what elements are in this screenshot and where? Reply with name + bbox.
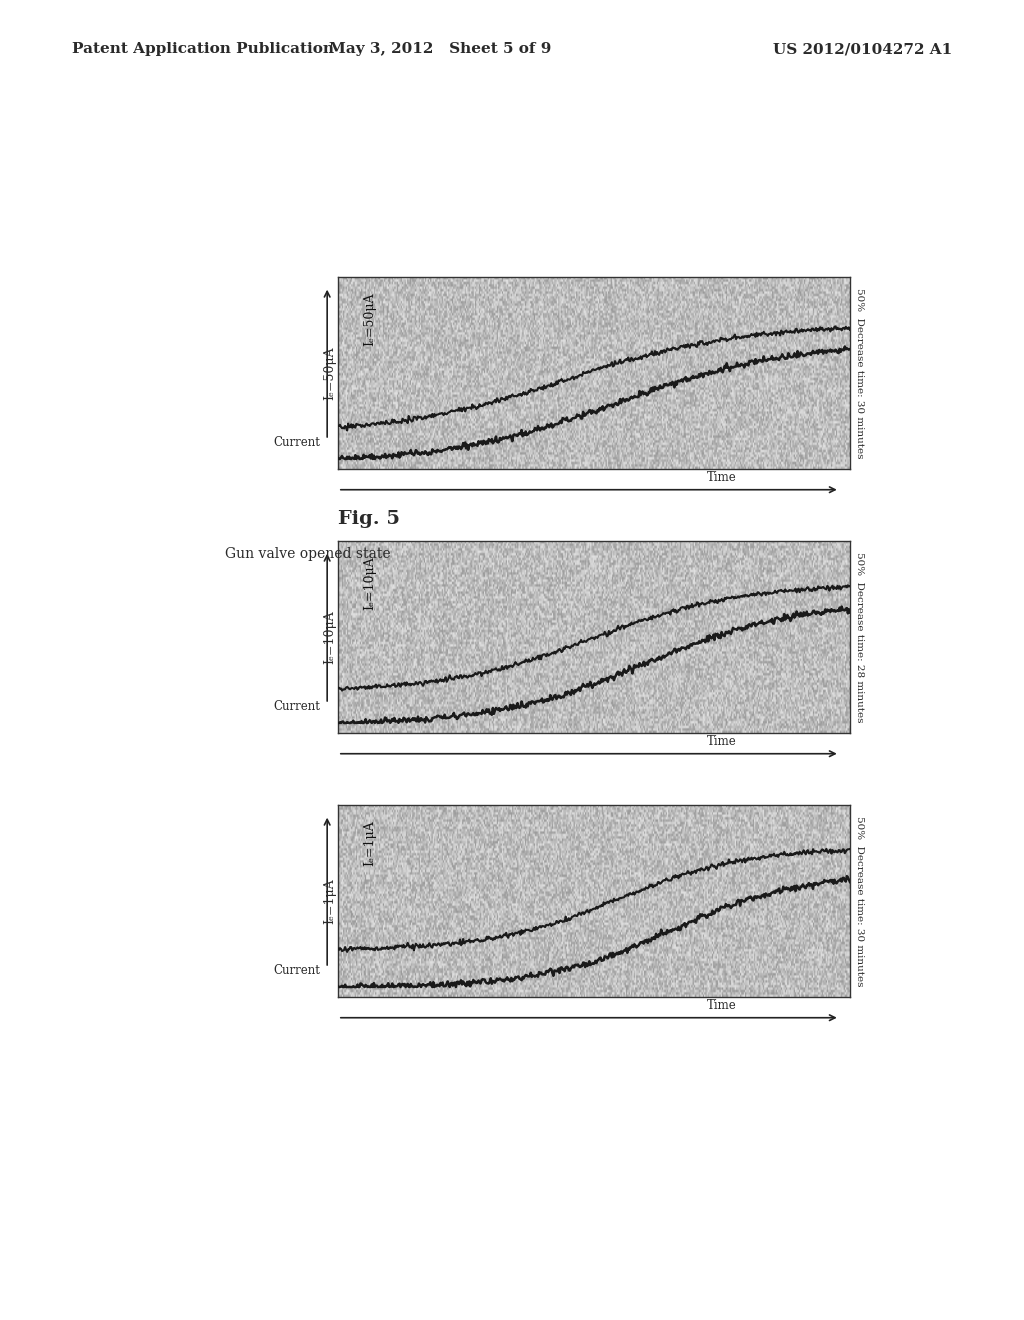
Text: Iₑ=10μA: Iₑ=10μA	[323, 610, 336, 664]
Text: Current: Current	[273, 437, 319, 449]
Text: Current: Current	[273, 701, 319, 713]
Text: Iₑ=50μA: Iₑ=50μA	[364, 293, 377, 346]
Text: Gun valve opened state: Gun valve opened state	[225, 546, 391, 561]
Text: Iₑ=50μA: Iₑ=50μA	[323, 346, 336, 400]
Text: Time: Time	[707, 999, 736, 1011]
Text: US 2012/0104272 A1: US 2012/0104272 A1	[773, 42, 952, 57]
Text: 50%  Decrease time: 30 minutes: 50% Decrease time: 30 minutes	[855, 816, 864, 986]
Text: Current: Current	[273, 965, 319, 977]
Text: May 3, 2012   Sheet 5 of 9: May 3, 2012 Sheet 5 of 9	[329, 42, 552, 57]
Text: Fig. 5: Fig. 5	[338, 510, 400, 528]
Text: Iₑ=1μA: Iₑ=1μA	[323, 878, 336, 924]
Text: Iₑ=1μA: Iₑ=1μA	[364, 821, 377, 866]
Text: Iₑ=10μA: Iₑ=10μA	[364, 557, 377, 610]
Text: 50%  Decrease time: 30 minutes: 50% Decrease time: 30 minutes	[855, 288, 864, 458]
Text: Patent Application Publication: Patent Application Publication	[72, 42, 334, 57]
Text: Time: Time	[707, 735, 736, 747]
Text: 50%  Decrease time: 28 minutes: 50% Decrease time: 28 minutes	[855, 552, 864, 722]
Text: Time: Time	[707, 471, 736, 483]
